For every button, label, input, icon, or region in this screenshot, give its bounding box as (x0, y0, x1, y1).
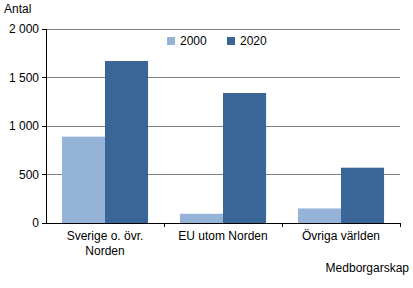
category-tick (164, 223, 165, 227)
bar (62, 137, 105, 223)
tick-label: 1 500 (9, 71, 39, 85)
tick-label: 0 (32, 216, 39, 230)
bar (223, 93, 266, 223)
x-axis-title: Medborgarskap (326, 261, 410, 275)
category-label: Sverige o. övr.Norden (67, 229, 144, 258)
bar (105, 61, 148, 223)
category-label: Övriga världen (302, 229, 380, 243)
tick-mark (42, 29, 46, 30)
grid-line (46, 77, 400, 78)
legend-swatch (227, 37, 235, 45)
bar (298, 208, 341, 223)
category-label-line: EU utom Norden (178, 229, 267, 243)
category-label-line: Övriga världen (302, 229, 380, 243)
tick-label: 500 (19, 168, 39, 182)
tick-mark (42, 174, 46, 175)
legend-label: 2000 (180, 34, 207, 48)
legend-swatch (167, 37, 175, 45)
bar (180, 214, 223, 223)
y-axis-title: Antal (4, 2, 31, 16)
category-tick (400, 223, 401, 227)
category-label-line: Sverige o. övr. (67, 229, 144, 243)
tick-mark (42, 77, 46, 78)
legend-label: 2020 (240, 34, 267, 48)
tick-label: 2 000 (9, 22, 39, 36)
bar (341, 168, 384, 223)
bars (62, 61, 384, 223)
y-axis-line (46, 29, 47, 223)
category-label-line: Norden (85, 244, 124, 258)
grid-line (46, 29, 400, 30)
category-label: EU utom Norden (178, 229, 267, 243)
tick-mark (42, 126, 46, 127)
category-tick (282, 223, 283, 227)
tick-mark (42, 223, 46, 224)
tick-label: 1 000 (9, 119, 39, 133)
